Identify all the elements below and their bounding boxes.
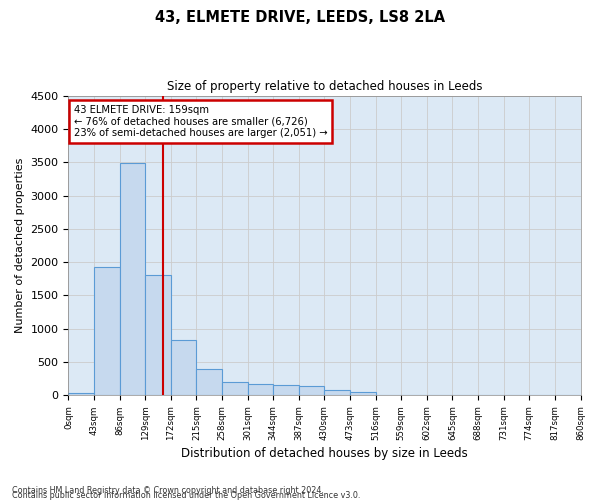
Bar xyxy=(325,390,350,396)
Bar xyxy=(299,386,325,396)
Bar xyxy=(68,394,94,396)
Bar xyxy=(196,370,222,396)
Bar xyxy=(248,384,273,396)
Bar xyxy=(119,163,145,396)
Bar xyxy=(350,392,376,396)
Y-axis label: Number of detached properties: Number of detached properties xyxy=(15,158,25,333)
Text: 43, ELMETE DRIVE, LEEDS, LS8 2LA: 43, ELMETE DRIVE, LEEDS, LS8 2LA xyxy=(155,10,445,25)
Bar xyxy=(145,276,171,396)
Bar xyxy=(273,386,299,396)
X-axis label: Distribution of detached houses by size in Leeds: Distribution of detached houses by size … xyxy=(181,447,468,460)
Title: Size of property relative to detached houses in Leeds: Size of property relative to detached ho… xyxy=(167,80,482,93)
Text: Contains HM Land Registry data © Crown copyright and database right 2024.: Contains HM Land Registry data © Crown c… xyxy=(12,486,324,495)
Text: Contains public sector information licensed under the Open Government Licence v3: Contains public sector information licen… xyxy=(12,491,361,500)
Bar xyxy=(171,340,196,396)
Bar xyxy=(222,382,248,396)
Text: 43 ELMETE DRIVE: 159sqm
← 76% of detached houses are smaller (6,726)
23% of semi: 43 ELMETE DRIVE: 159sqm ← 76% of detache… xyxy=(74,104,327,138)
Bar xyxy=(94,268,119,396)
